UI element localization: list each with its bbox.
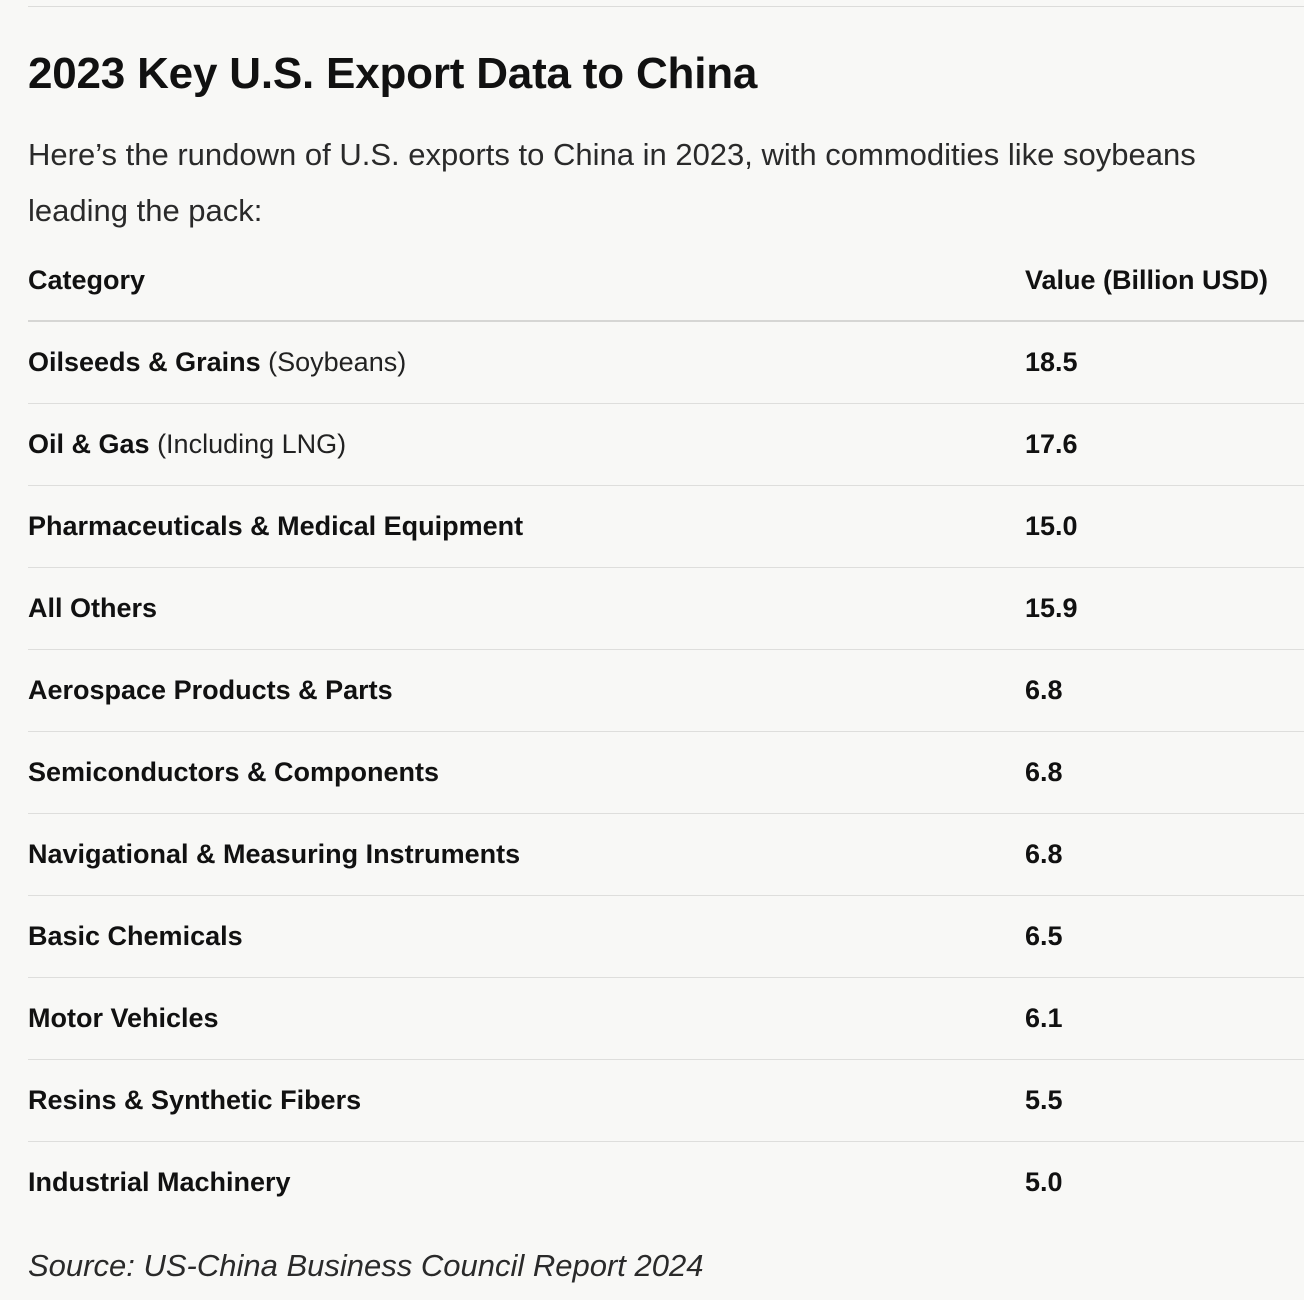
category-cell: All Others	[28, 590, 157, 626]
top-divider	[28, 6, 1304, 7]
category-name: Basic Chemicals	[28, 921, 243, 951]
value-cell: 15.0	[1025, 511, 1078, 541]
table-row: Oilseeds & Grains (Soybeans) 18.5	[28, 322, 1304, 404]
category-name: Industrial Machinery	[28, 1167, 291, 1197]
value-cell: 6.5	[1025, 921, 1063, 951]
value-cell: 6.8	[1025, 839, 1063, 869]
table-row: Semiconductors & Components 6.8	[28, 732, 1304, 814]
value-cell: 5.0	[1025, 1167, 1063, 1197]
table-body: Oilseeds & Grains (Soybeans) 18.5 Oil & Ga…	[28, 322, 1304, 1224]
category-name: Pharmaceuticals & Medical Equipment	[28, 511, 524, 541]
category-note: (Including LNG)	[157, 429, 347, 459]
section-heading: 2023 Key U.S. Export Data to China	[28, 49, 758, 98]
intro-line-1: Here’s the rundown of U.S. exports to Ch…	[28, 137, 1196, 172]
category-note: (Soybeans)	[268, 347, 407, 377]
category-cell: Oil & Gas (Including LNG)	[28, 426, 346, 462]
category-cell: Pharmaceuticals & Medical Equipment	[28, 508, 523, 544]
category-name: Aerospace Products & Parts	[28, 675, 393, 705]
category-name: All Others	[28, 593, 158, 623]
source-citation: Source: US-China Business Council Report…	[28, 1248, 704, 1283]
category-cell: Semiconductors & Components	[28, 754, 439, 790]
table-row: Resins & Synthetic Fibers 5.5	[28, 1060, 1304, 1142]
value-cell: 17.6	[1025, 429, 1078, 459]
table-row: Basic Chemicals 6.5	[28, 896, 1304, 978]
table-row: Oil & Gas (Including LNG) 17.6	[28, 404, 1304, 486]
table-row: Aerospace Products & Parts 6.8	[28, 650, 1304, 732]
column-header-category: Category	[28, 265, 146, 295]
category-name: Navigational & Measuring Instruments	[28, 839, 521, 869]
category-cell: Industrial Machinery	[28, 1164, 291, 1200]
value-cell: 5.5	[1025, 1085, 1063, 1115]
table-row: Navigational & Measuring Instruments 6.8	[28, 814, 1304, 896]
intro-line-2: leading the pack:	[28, 193, 263, 228]
category-name: Resins & Synthetic Fibers	[28, 1085, 362, 1115]
value-cell: 6.8	[1025, 757, 1063, 787]
value-cell: 6.1	[1025, 1003, 1063, 1033]
column-header-value: Value (Billion USD)	[1025, 265, 1269, 295]
value-cell: 18.5	[1025, 347, 1078, 377]
table-row: Industrial Machinery 5.0	[28, 1142, 1304, 1224]
category-cell: Resins & Synthetic Fibers	[28, 1082, 361, 1118]
category-name: Oilseeds & Grains	[28, 347, 261, 377]
category-name: Semiconductors & Components	[28, 757, 440, 787]
value-cell: 15.9	[1025, 593, 1078, 623]
category-name: Oil & Gas	[28, 429, 150, 459]
category-name: Motor Vehicles	[28, 1003, 219, 1033]
table-row: Pharmaceuticals & Medical Equipment 15.0	[28, 486, 1304, 568]
category-cell: Basic Chemicals	[28, 918, 243, 954]
table-row: Motor Vehicles 6.1	[28, 978, 1304, 1060]
table-header-row: Category Value (Billion USD)	[28, 240, 1304, 322]
value-cell: 6.8	[1025, 675, 1063, 705]
category-cell: Navigational & Measuring Instruments	[28, 836, 520, 872]
category-cell: Oilseeds & Grains (Soybeans)	[28, 344, 406, 380]
intro-paragraph: Here’s the rundown of U.S. exports to Ch…	[28, 127, 1304, 239]
category-cell: Motor Vehicles	[28, 1000, 219, 1036]
table-row: All Others 15.9	[28, 568, 1304, 650]
category-cell: Aerospace Products & Parts	[28, 672, 393, 708]
export-data-table: Category Value (Billion USD) Oilseeds & …	[28, 240, 1304, 1224]
